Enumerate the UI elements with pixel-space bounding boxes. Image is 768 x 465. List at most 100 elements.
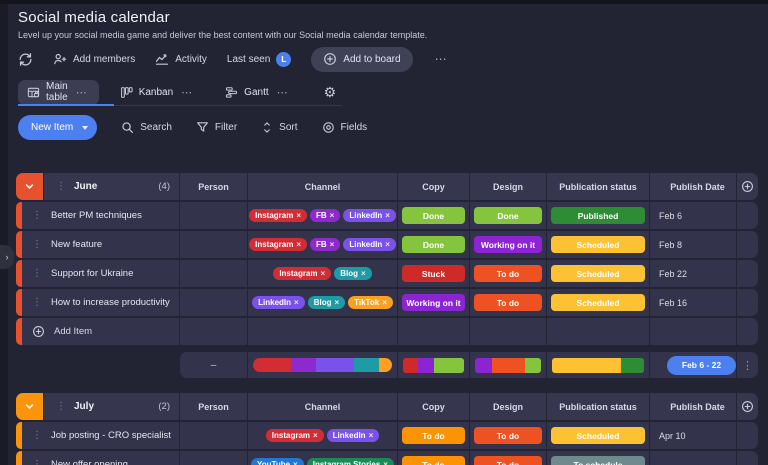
person-cell[interactable] [180, 202, 248, 229]
column-header-channel[interactable]: Channel [248, 393, 398, 420]
person-cell[interactable] [180, 289, 248, 316]
column-header-copy[interactable]: Copy [398, 393, 470, 420]
remove-chip-icon[interactable]: × [296, 240, 301, 249]
remove-chip-icon[interactable]: × [320, 269, 326, 278]
remove-chip-icon[interactable]: × [329, 211, 335, 220]
design-status-cell[interactable]: Working on it [470, 231, 547, 258]
group-collapse-button[interactable] [16, 173, 44, 200]
publish-date-cell[interactable]: Feb 6 [650, 202, 737, 229]
status-chip[interactable]: Scheduled [551, 427, 645, 444]
channel-cell[interactable]: YouTube × Instagram Stories × [248, 451, 398, 465]
channel-chip[interactable]: FB × [310, 238, 341, 251]
table-row[interactable]: ⋮ How to increase productivity LinkedIn × Bl… [16, 289, 758, 316]
copy-status-cell[interactable]: Stuck [398, 260, 470, 287]
board-settings-gear-icon[interactable]: ⚙ [318, 84, 343, 100]
publication-status-cell[interactable]: Scheduled [547, 260, 650, 287]
publish-date-cell[interactable]: Apr 10 [650, 422, 737, 449]
column-header-publication-status[interactable]: Publication status [547, 393, 650, 420]
status-chip[interactable]: Published [551, 207, 645, 224]
publication-status-cell[interactable]: Scheduled [547, 289, 650, 316]
status-chip[interactable]: Scheduled [551, 236, 645, 253]
channel-cell[interactable]: Instagram × LinkedIn × [248, 422, 398, 449]
person-cell[interactable] [180, 422, 248, 449]
chevron-down-icon[interactable] [82, 125, 89, 130]
copy-status-cell[interactable]: To do [398, 451, 470, 465]
add-item-cell[interactable]: Add Item [22, 318, 180, 345]
channel-chip[interactable]: Instagram × [249, 209, 307, 222]
remove-chip-icon[interactable]: × [313, 431, 318, 440]
remove-chip-icon[interactable]: × [383, 460, 388, 465]
item-name-cell[interactable]: ⋮ How to increase productivity [22, 289, 180, 316]
channel-chip[interactable]: TikTok × [348, 296, 393, 309]
new-item-button[interactable]: New Item [18, 115, 98, 140]
copy-status-cell[interactable]: Done [398, 231, 470, 258]
publication-status-cell[interactable]: To schedule [547, 451, 650, 465]
channel-chip[interactable]: FB × [310, 209, 341, 222]
status-chip[interactable]: Scheduled [551, 294, 645, 311]
fields-button[interactable]: Fields [322, 121, 367, 134]
table-row[interactable]: ⋮ Job posting - CRO specialist Instagram × L… [16, 422, 758, 449]
drag-handle-icon[interactable]: ⋮ [32, 267, 42, 279]
publication-status-cell[interactable]: Scheduled [547, 231, 650, 258]
column-header-publish-date[interactable]: Publish Date [650, 173, 737, 200]
group-collapse-button[interactable] [16, 393, 44, 420]
drag-handle-icon[interactable]: ⋮ [56, 180, 66, 192]
column-header-copy[interactable]: Copy [398, 173, 470, 200]
column-header-person[interactable]: Person [180, 173, 248, 200]
channel-cell[interactable]: Instagram × FB × LinkedIn × [248, 202, 398, 229]
channel-cell[interactable]: Instagram × Blog × [248, 260, 398, 287]
remove-chip-icon[interactable]: × [329, 240, 335, 249]
publish-date-cell[interactable]: Feb 22 [650, 260, 737, 287]
group-name-cell[interactable]: ⋮ June (4) [44, 173, 180, 200]
design-status-cell[interactable]: Done [470, 202, 547, 229]
channel-chip[interactable]: LinkedIn × [343, 238, 396, 251]
channel-chip[interactable]: LinkedIn × [343, 209, 396, 222]
integrations-button[interactable] [18, 52, 33, 67]
design-status-cell[interactable]: To do [470, 451, 547, 465]
publication-status-cell[interactable]: Scheduled [547, 422, 650, 449]
add-to-board-button[interactable]: Add to board [311, 46, 413, 72]
channel-cell[interactable]: LinkedIn × Blog × TikTok × [248, 289, 398, 316]
add-members-button[interactable]: Add members [53, 52, 135, 66]
status-chip[interactable]: To do [474, 456, 542, 465]
channel-chip[interactable]: Instagram Stories × [306, 458, 394, 465]
remove-chip-icon[interactable]: × [382, 298, 387, 307]
group-name-cell[interactable]: ⋮ July (2) [44, 393, 180, 420]
copy-status-cell[interactable]: To do [398, 422, 470, 449]
remove-chip-icon[interactable]: × [293, 460, 298, 465]
item-name-cell[interactable]: ⋮ New feature [22, 231, 180, 258]
tab-main-table-menu[interactable]: ⋯ [75, 86, 88, 99]
channel-cell[interactable]: Instagram × FB × LinkedIn × [248, 231, 398, 258]
channel-chip[interactable]: Blog × [334, 267, 372, 280]
drag-handle-icon[interactable]: ⋮ [56, 400, 66, 412]
filter-button[interactable]: Filter [196, 121, 237, 134]
publish-date-cell[interactable] [650, 451, 737, 465]
status-chip[interactable]: Done [474, 207, 542, 224]
status-chip[interactable]: To do [474, 427, 542, 444]
search-button[interactable]: Search [121, 121, 172, 134]
column-header-channel[interactable]: Channel [248, 173, 398, 200]
drag-handle-icon[interactable]: ⋮ [32, 296, 42, 308]
tab-kanban[interactable]: Kanban ⋯ [111, 80, 204, 105]
drag-handle-icon[interactable]: ⋮ [32, 458, 42, 465]
sort-button[interactable]: Sort [261, 121, 298, 134]
add-item-row[interactable]: Add Item [16, 318, 758, 345]
tab-gantt[interactable]: Gantt ⋯ [216, 80, 299, 105]
status-chip[interactable]: To do [474, 294, 542, 311]
remove-chip-icon[interactable]: × [361, 269, 366, 278]
column-header-design[interactable]: Design [470, 393, 547, 420]
remove-chip-icon[interactable]: × [296, 211, 301, 220]
status-chip[interactable]: To schedule [551, 456, 645, 465]
status-chip[interactable]: Working on it [402, 294, 465, 311]
date-range-badge[interactable]: Feb 6 - 22 [667, 355, 736, 375]
table-row[interactable]: ⋮ New offer opening YouTube × Instagram Stor… [16, 451, 758, 465]
tab-kanban-menu[interactable]: ⋯ [181, 86, 194, 99]
status-chip[interactable]: Stuck [402, 265, 465, 282]
remove-chip-icon[interactable]: × [385, 211, 390, 220]
remove-chip-icon[interactable]: × [334, 298, 340, 307]
item-name-cell[interactable]: ⋮ Better PM techniques [22, 202, 180, 229]
column-header-publish-date[interactable]: Publish Date [650, 393, 737, 420]
design-status-cell[interactable]: To do [470, 422, 547, 449]
channel-chip[interactable]: Instagram × [265, 429, 324, 442]
item-name-cell[interactable]: ⋮ New offer opening [22, 451, 180, 465]
